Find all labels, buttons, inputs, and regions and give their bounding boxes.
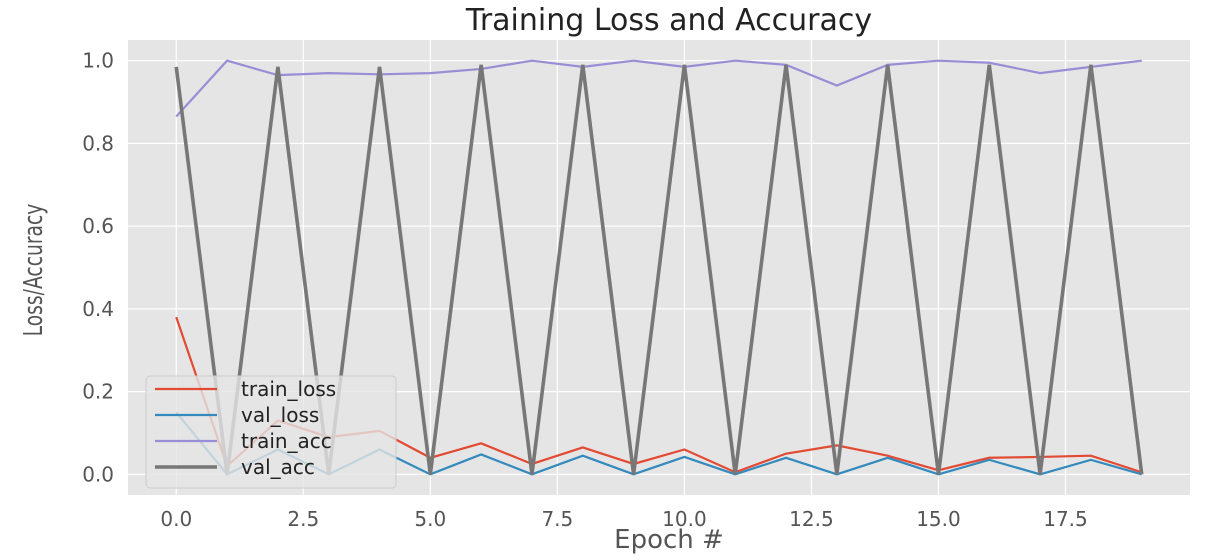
- y-tick-label: 0.4: [82, 297, 114, 321]
- x-tick-label: 12.5: [789, 507, 834, 531]
- x-tick-label: 5.0: [414, 507, 446, 531]
- x-tick-label: 10.0: [662, 507, 707, 531]
- x-tick-label: 0.0: [160, 507, 192, 531]
- y-axis-label: Loss/Accuracy: [19, 204, 49, 337]
- tick-labels: 0.0 2.5 5.0 7.5 10.0 12.5 15.0 17.5 0.0 0.2 0.4 0.6…: [82, 49, 1088, 531]
- legend-label-val-acc: val_acc: [241, 455, 315, 479]
- y-tick-label: 1.0: [82, 49, 114, 73]
- x-tick-label: 17.5: [1043, 507, 1088, 531]
- chart-title: Training Loss and Accuracy: [465, 3, 872, 38]
- y-tick-label: 0.2: [82, 380, 114, 404]
- series-line-train-acc: [175, 59, 1142, 118]
- y-tick-label: 0.6: [82, 214, 114, 238]
- x-tick-label: 7.5: [541, 507, 573, 531]
- x-tick-label: 2.5: [287, 507, 319, 531]
- legend-label-train-acc: train_acc: [241, 429, 332, 453]
- legend-label-train-loss: train_loss: [241, 377, 336, 401]
- x-tick-label: 15.0: [916, 507, 961, 531]
- legend-box: [145, 375, 397, 489]
- legend-label-val-loss: val_loss: [241, 403, 319, 427]
- y-tick-label: 0.0: [82, 462, 114, 486]
- x-axis-label: Epoch #: [614, 525, 724, 555]
- y-tick-label: 0.8: [82, 131, 114, 155]
